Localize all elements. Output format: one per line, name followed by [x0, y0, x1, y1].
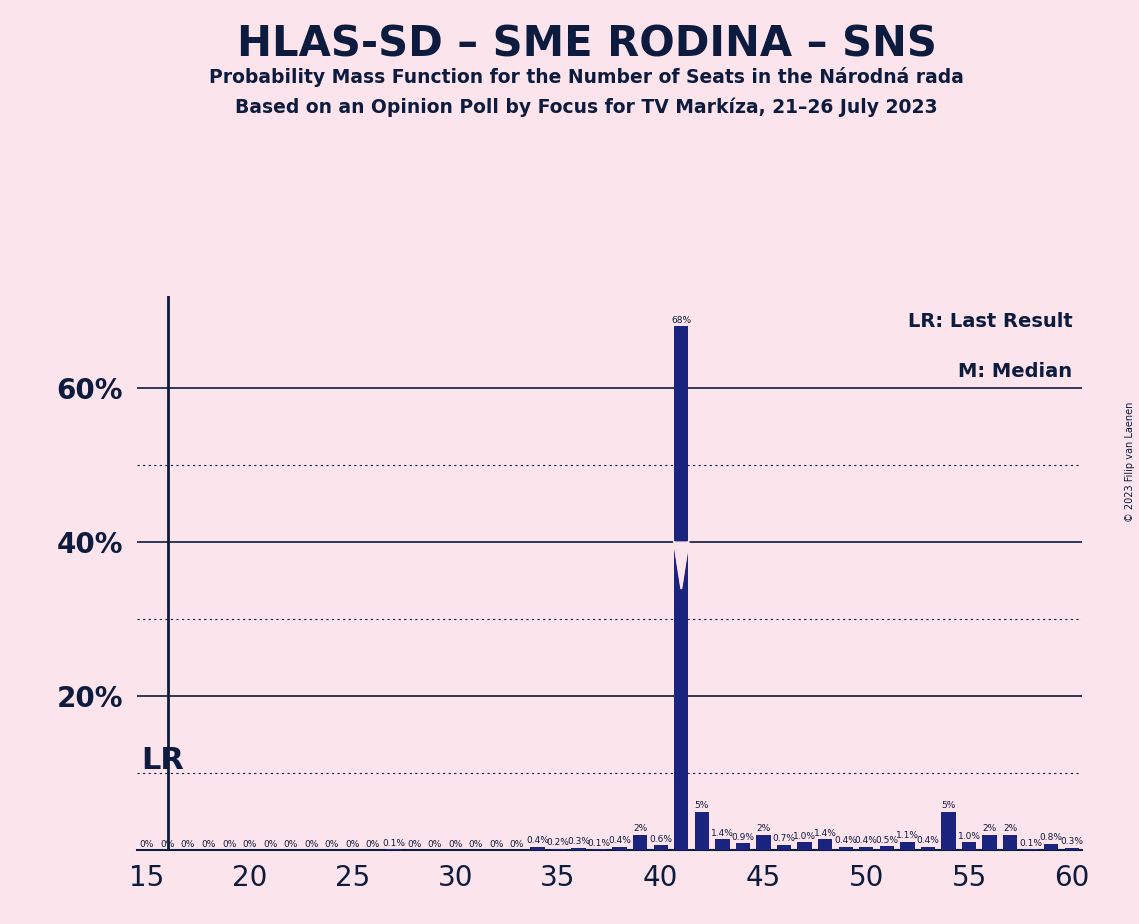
Text: 1.0%: 1.0%	[793, 832, 817, 841]
Bar	[736, 843, 751, 850]
Bar	[777, 845, 792, 850]
Text: 0%: 0%	[448, 840, 462, 848]
Text: 0.4%: 0.4%	[834, 836, 858, 845]
Text: 0%: 0%	[468, 840, 483, 848]
Bar	[879, 846, 894, 850]
Bar	[654, 845, 667, 850]
Text: 0%: 0%	[304, 840, 319, 848]
Bar	[941, 811, 956, 850]
Bar	[756, 834, 771, 850]
Text: 0%: 0%	[140, 840, 154, 848]
Text: 0.6%: 0.6%	[649, 835, 672, 844]
Bar	[551, 848, 565, 850]
Text: M: Median: M: Median	[959, 362, 1073, 382]
Text: 0.5%: 0.5%	[875, 835, 899, 845]
Text: LR: LR	[141, 747, 183, 775]
Bar	[613, 847, 626, 850]
Bar	[961, 843, 976, 850]
Text: 1.0%: 1.0%	[958, 832, 981, 841]
Text: 0%: 0%	[243, 840, 257, 848]
Text: 0.4%: 0.4%	[526, 836, 549, 845]
Text: 0%: 0%	[407, 840, 421, 848]
Text: 0%: 0%	[509, 840, 524, 848]
Text: 0%: 0%	[284, 840, 298, 848]
Text: 68%: 68%	[671, 316, 691, 325]
Text: 0.8%: 0.8%	[1040, 833, 1063, 843]
Bar	[633, 834, 647, 850]
Text: 0.9%: 0.9%	[731, 833, 754, 842]
Text: LR: Last Result: LR: Last Result	[908, 312, 1073, 332]
Text: 0.1%: 0.1%	[1019, 839, 1042, 848]
Text: 0.4%: 0.4%	[917, 836, 940, 845]
Bar	[1044, 844, 1058, 850]
Text: 0%: 0%	[263, 840, 278, 848]
Text: 0.3%: 0.3%	[1060, 837, 1083, 846]
Bar	[900, 842, 915, 850]
Text: 0%: 0%	[161, 840, 174, 848]
Bar	[982, 834, 997, 850]
Bar	[838, 847, 853, 850]
Bar	[531, 847, 544, 850]
Text: 0%: 0%	[202, 840, 215, 848]
Text: Probability Mass Function for the Number of Seats in the Národná rada: Probability Mass Function for the Number…	[210, 67, 964, 87]
Text: 0%: 0%	[427, 840, 442, 848]
Text: 0%: 0%	[181, 840, 195, 848]
Text: 5%: 5%	[941, 801, 956, 810]
Bar	[920, 847, 935, 850]
Bar	[572, 848, 585, 850]
Bar	[1065, 848, 1079, 850]
Text: HLAS-SD – SME RODINA – SNS: HLAS-SD – SME RODINA – SNS	[237, 23, 936, 65]
Bar	[818, 839, 833, 850]
Text: 1.4%: 1.4%	[813, 829, 836, 838]
Text: 2%: 2%	[756, 824, 771, 833]
Text: 5%: 5%	[695, 801, 710, 810]
Text: 0.1%: 0.1%	[382, 839, 405, 848]
Text: 0%: 0%	[489, 840, 503, 848]
Bar	[695, 811, 710, 850]
Text: 0%: 0%	[366, 840, 380, 848]
Text: 1.4%: 1.4%	[711, 829, 734, 838]
Text: 0.4%: 0.4%	[855, 836, 878, 845]
Text: © 2023 Filip van Laenen: © 2023 Filip van Laenen	[1125, 402, 1134, 522]
Text: 2%: 2%	[983, 824, 997, 833]
Text: 0%: 0%	[325, 840, 339, 848]
Text: 0.7%: 0.7%	[772, 834, 795, 843]
Bar	[1003, 834, 1017, 850]
Text: 0.2%: 0.2%	[547, 838, 570, 847]
Text: 0.1%: 0.1%	[588, 839, 611, 848]
Text: 1.1%: 1.1%	[896, 831, 919, 840]
Text: 2%: 2%	[633, 824, 647, 833]
Text: 0.4%: 0.4%	[608, 836, 631, 845]
Bar	[797, 843, 812, 850]
Bar	[859, 847, 874, 850]
Text: 0%: 0%	[345, 840, 360, 848]
Polygon shape	[674, 542, 688, 589]
Text: 0%: 0%	[222, 840, 237, 848]
Text: Based on an Opinion Poll by Focus for TV Markíza, 21–26 July 2023: Based on an Opinion Poll by Focus for TV…	[236, 97, 937, 116]
Bar	[674, 326, 688, 850]
Text: 0.3%: 0.3%	[567, 837, 590, 846]
Text: 2%: 2%	[1003, 824, 1017, 833]
Bar	[715, 839, 730, 850]
